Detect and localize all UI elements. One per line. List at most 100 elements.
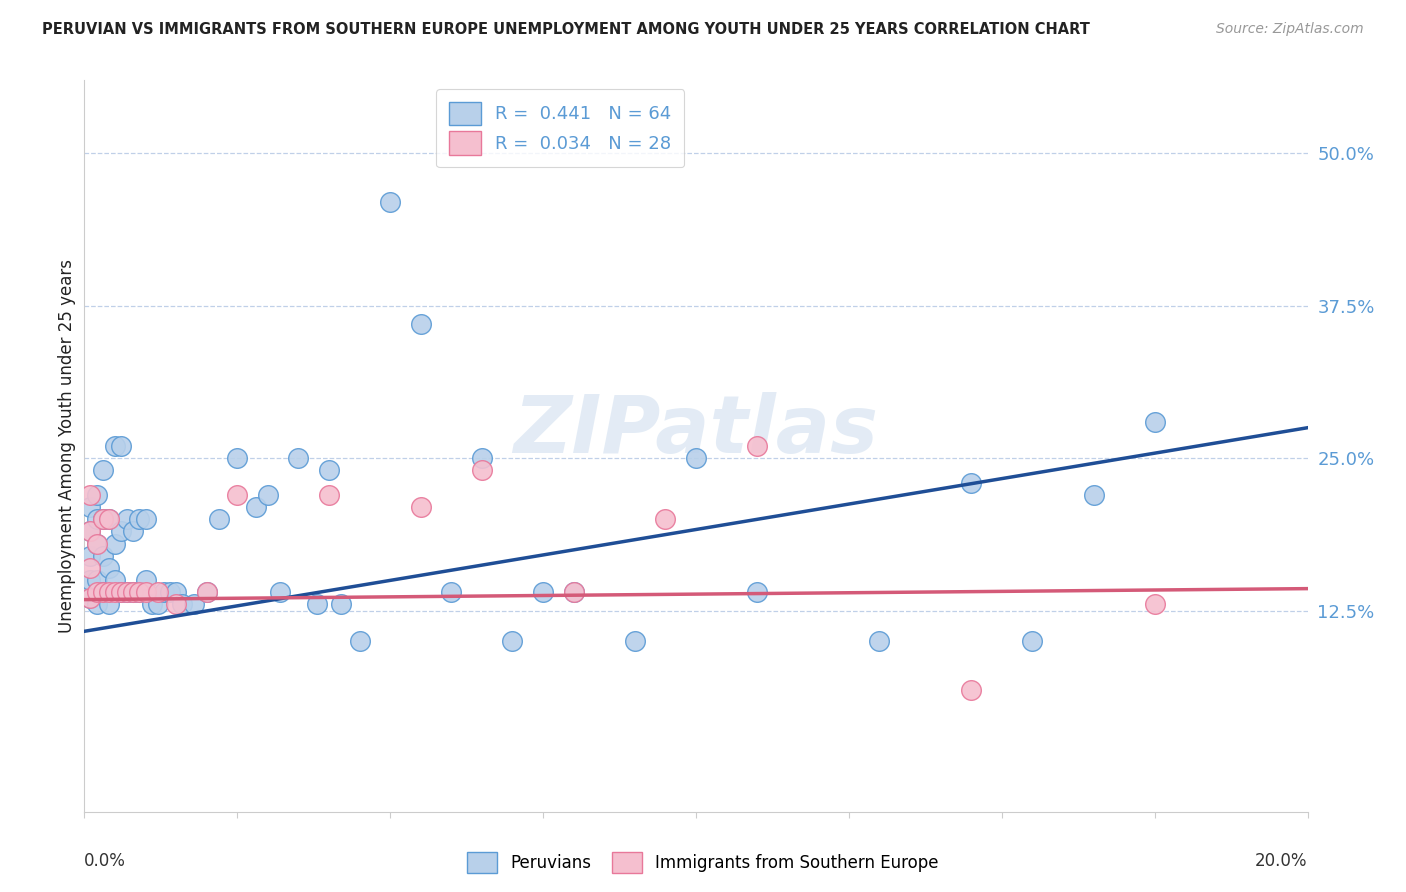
- Point: [86, 536, 108, 550]
- Point: [79, 500, 101, 514]
- Point: [165, 585, 187, 599]
- Point: [115, 512, 138, 526]
- Text: PERUVIAN VS IMMIGRANTS FROM SOUTHERN EUROPE UNEMPLOYMENT AMONG YOUTH UNDER 25 YE: PERUVIAN VS IMMIGRANTS FROM SOUTHERN EUR…: [42, 22, 1090, 37]
- Point: [79, 524, 101, 539]
- Point: [91, 512, 114, 526]
- Point: [208, 512, 231, 526]
- Point: [1143, 415, 1166, 429]
- Point: [91, 585, 114, 599]
- Point: [380, 195, 402, 210]
- Text: 20.0%: 20.0%: [1256, 852, 1308, 870]
- Point: [128, 585, 150, 599]
- Point: [79, 573, 101, 587]
- Point: [747, 585, 769, 599]
- Point: [79, 591, 101, 606]
- Point: [471, 463, 494, 477]
- Point: [110, 439, 132, 453]
- Point: [91, 463, 114, 477]
- Point: [562, 585, 585, 599]
- Point: [91, 549, 114, 563]
- Point: [960, 682, 983, 697]
- Point: [654, 512, 676, 526]
- Text: 0.0%: 0.0%: [84, 852, 127, 870]
- Point: [141, 598, 163, 612]
- Point: [245, 500, 267, 514]
- Text: Source: ZipAtlas.com: Source: ZipAtlas.com: [1216, 22, 1364, 37]
- Point: [153, 585, 176, 599]
- Point: [409, 500, 432, 514]
- Point: [165, 598, 187, 612]
- Point: [122, 585, 145, 599]
- Point: [110, 524, 132, 539]
- Point: [502, 634, 524, 648]
- Point: [79, 488, 101, 502]
- Point: [86, 585, 108, 599]
- Point: [869, 634, 891, 648]
- Point: [172, 598, 194, 612]
- Point: [97, 585, 120, 599]
- Point: [128, 512, 150, 526]
- Point: [747, 439, 769, 453]
- Point: [79, 549, 101, 563]
- Y-axis label: Unemployment Among Youth under 25 years: Unemployment Among Youth under 25 years: [58, 259, 76, 633]
- Point: [110, 585, 132, 599]
- Point: [183, 598, 205, 612]
- Point: [122, 585, 145, 599]
- Point: [269, 585, 291, 599]
- Point: [440, 585, 463, 599]
- Point: [1083, 488, 1105, 502]
- Point: [685, 451, 707, 466]
- Point: [146, 598, 169, 612]
- Point: [104, 439, 127, 453]
- Point: [97, 512, 120, 526]
- Point: [287, 451, 309, 466]
- Point: [305, 598, 328, 612]
- Point: [318, 463, 340, 477]
- Point: [91, 585, 114, 599]
- Point: [135, 573, 157, 587]
- Point: [195, 585, 218, 599]
- Legend: R =  0.441   N = 64, R =  0.034   N = 28: R = 0.441 N = 64, R = 0.034 N = 28: [436, 89, 685, 168]
- Point: [122, 524, 145, 539]
- Point: [79, 561, 101, 575]
- Point: [531, 585, 554, 599]
- Text: ZIPatlas: ZIPatlas: [513, 392, 879, 470]
- Legend: Peruvians, Immigrants from Southern Europe: Peruvians, Immigrants from Southern Euro…: [461, 846, 945, 880]
- Point: [135, 585, 157, 599]
- Point: [226, 488, 249, 502]
- Point: [104, 536, 127, 550]
- Point: [86, 573, 108, 587]
- Point: [195, 585, 218, 599]
- Point: [1021, 634, 1043, 648]
- Point: [115, 585, 138, 599]
- Point: [91, 512, 114, 526]
- Point: [349, 634, 371, 648]
- Point: [226, 451, 249, 466]
- Point: [86, 598, 108, 612]
- Point: [128, 585, 150, 599]
- Point: [110, 585, 132, 599]
- Point: [471, 451, 494, 466]
- Point: [257, 488, 280, 502]
- Point: [1143, 598, 1166, 612]
- Point: [97, 561, 120, 575]
- Point: [624, 634, 647, 648]
- Point: [104, 573, 127, 587]
- Point: [79, 591, 101, 606]
- Point: [86, 488, 108, 502]
- Point: [318, 488, 340, 502]
- Point: [97, 512, 120, 526]
- Point: [79, 524, 101, 539]
- Point: [115, 585, 138, 599]
- Point: [159, 585, 181, 599]
- Point: [960, 475, 983, 490]
- Point: [330, 598, 353, 612]
- Point: [409, 317, 432, 331]
- Point: [146, 585, 169, 599]
- Point: [562, 585, 585, 599]
- Point: [104, 585, 127, 599]
- Point: [86, 512, 108, 526]
- Point: [86, 536, 108, 550]
- Point: [135, 512, 157, 526]
- Point: [97, 598, 120, 612]
